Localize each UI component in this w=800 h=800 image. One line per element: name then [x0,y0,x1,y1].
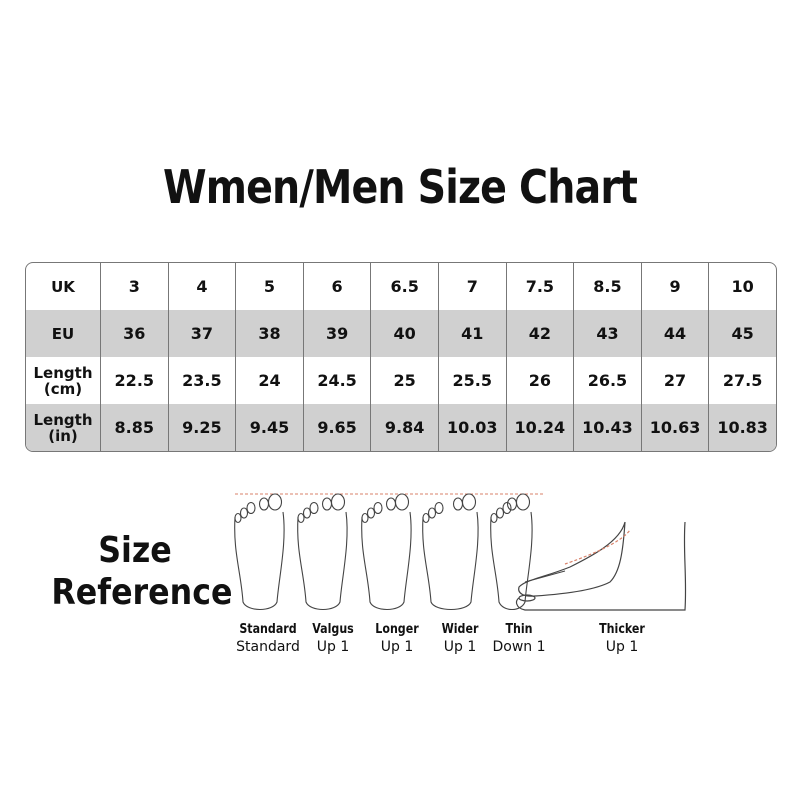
table-cell: 10.83 [708,404,776,451]
table-cell: 43 [573,310,641,357]
table-cell: 10.43 [573,404,641,451]
table-cell: 42 [505,310,574,357]
foot-type-label: Longer Up 1 [352,622,442,655]
table-cell: 27 [640,357,709,404]
table-cell: 23.5 [167,357,236,404]
foot-type: Standard [239,622,297,637]
size-advice: Up 1 [443,639,477,655]
table-cell: 9.84 [370,404,438,451]
foot-type-label: Thicker Up 1 [577,622,667,655]
size-table: UK 3 4 5 6 6.5 7 7.5 8.5 9 10 EU 36 37 38 39 40 41 42 43 44 4… [25,262,777,452]
size-reference-line2: Reference [51,572,233,613]
row-header: UK [51,277,75,296]
table-cell: 25 [370,357,438,404]
size-reference-heading: Size Reference [51,530,233,614]
table-cell: 3 [100,263,168,310]
table-cell: 40 [370,310,438,357]
table-cell: 24.5 [302,357,371,404]
foot-outline-icon [422,493,479,611]
table-cell: 22.5 [100,357,168,404]
foot-type: Wider [441,622,479,637]
row-header: Length (cm) [33,363,93,398]
table-cell: 9.65 [302,404,371,451]
size-reference-line1: Size [98,530,172,571]
foot-type: Valgus [312,622,354,637]
table-cell: 44 [640,310,709,357]
table-cell: 10.63 [640,404,709,451]
table-cell: 6.5 [370,263,438,310]
foot-type-label: Standard Standard [223,622,313,655]
table-cell: 26.5 [573,357,641,404]
foot-type: Longer [375,622,419,637]
table-cell: 8.5 [573,263,641,310]
table-cell: 45 [708,310,776,357]
page-title: Wmen/Men Size Chart [162,160,638,214]
side-foot-icon [515,521,687,611]
table-cell: 27.5 [708,357,776,404]
foot-type: Thicker [599,622,645,637]
table-cell: 26 [505,357,574,404]
table-row: EU 36 37 38 39 40 41 42 43 44 45 [26,310,776,357]
table-cell: 7.5 [505,263,574,310]
foot-type-label: Thin Down 1 [474,622,564,655]
table-cell: 10.24 [505,404,574,451]
foot-outline-icon [297,493,348,611]
table-cell: 41 [437,310,506,357]
table-row: Length (in) 8.85 9.25 9.45 9.65 9.84 10.03 10.2… [26,404,776,451]
foot-type-label: Valgus Up 1 [288,622,378,655]
row-header: Length (in) [33,410,93,445]
table-cell: 4 [167,263,236,310]
table-cell: 6 [302,263,371,310]
table-cell: 25.5 [437,357,506,404]
table-cell: 9 [640,263,709,310]
table-cell: 38 [235,310,303,357]
table-cell: 39 [302,310,371,357]
table-row: UK 3 4 5 6 6.5 7 7.5 8.5 9 10 [26,263,776,310]
table-cell: 8.85 [100,404,168,451]
foot-outline-icon [490,493,533,611]
size-advice: Down 1 [492,639,546,655]
table-cell: 10 [708,263,776,310]
table-cell: 9.45 [235,404,303,451]
table-cell: 24 [235,357,303,404]
foot-type-label: Wider Up 1 [415,622,505,655]
table-cell: 37 [167,310,236,357]
table-cell: 5 [235,263,303,310]
table-cell: 10.03 [437,404,506,451]
foot-outline-icon [361,493,412,611]
foot-outline-icon [234,493,285,611]
feet-illustrations [234,493,687,611]
size-advice: Up 1 [380,639,414,655]
table-cell: 7 [437,263,506,310]
row-header: EU [51,324,75,343]
table-cell: 36 [100,310,168,357]
size-advice: Up 1 [605,639,639,655]
size-advice: Up 1 [316,639,350,655]
size-advice: Standard [236,639,300,655]
foot-type: Thin [505,622,533,637]
table-row: Length (cm) 22.5 23.5 24 24.5 25 25.5 26 26.5 27 2… [26,357,776,404]
table-cell: 9.25 [167,404,236,451]
